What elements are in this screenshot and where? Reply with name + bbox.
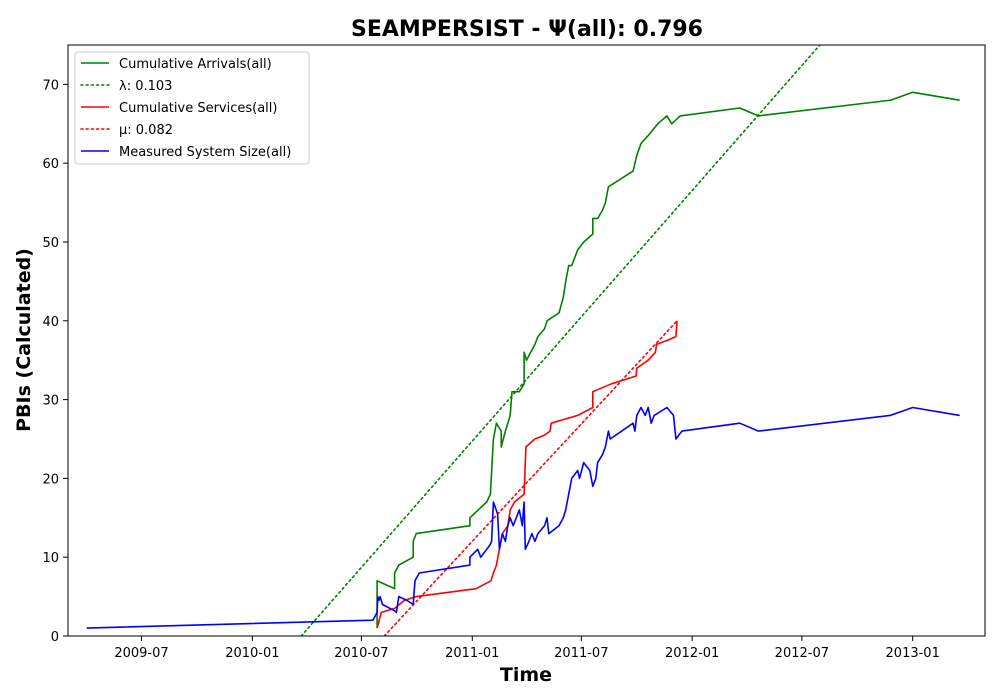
chart-title: SEAMPERSIST - Ψ(all): 0.796 [351,17,703,42]
x-tick-label: 2011-01 [445,646,499,661]
legend-label: Cumulative Services(all) [119,101,277,116]
y-tick-label: 40 [42,315,59,330]
y-tick-label: 0 [51,630,59,645]
legend: Cumulative Arrivals(all) λ: 0.103 Cumulati… [74,51,310,165]
legend-label: μ: 0.082 [119,123,173,138]
x-tick-label: 2012-07 [775,646,829,661]
y-axis-label: PBIs (Calculated) [13,248,35,432]
y-tick-label: 20 [42,472,59,487]
x-tick-label: 2011-07 [554,646,608,661]
series-line-cumulative-services-all [376,320,678,629]
legend-label: λ: 0.103 [119,79,172,94]
legend-label: Measured System Size(all) [119,145,291,160]
y-tick-label: 50 [42,236,59,251]
x-axis-ticks: 2009-07 2010-01 2010-07 2011-01 2011-07 2012-… [114,636,940,661]
series-line-0-103 [300,45,821,636]
y-tick-label: 30 [42,394,59,409]
y-tick-label: 60 [42,157,59,172]
legend-label: Cumulative Arrivals(all) [119,57,272,72]
x-tick-label: 2013-01 [886,646,940,661]
x-tick-label: 2010-07 [334,646,388,661]
x-tick-label: 2012-01 [665,646,719,661]
plot-frame [67,44,986,637]
x-tick-label: 2009-07 [114,646,168,661]
y-tick-label: 70 [42,78,59,93]
x-tick-label: 2010-01 [225,646,279,661]
legend-box [74,51,310,165]
series-line-measured-system-size-all [86,406,960,629]
x-axis-label: Time [500,664,552,686]
series-line-cumulative-arrivals-all [376,91,960,629]
series-line-0-082 [383,320,678,636]
y-tick-label: 10 [42,551,59,566]
plot-lines [86,45,960,636]
y-axis-ticks: 0 10 20 30 40 50 60 70 [42,78,68,645]
